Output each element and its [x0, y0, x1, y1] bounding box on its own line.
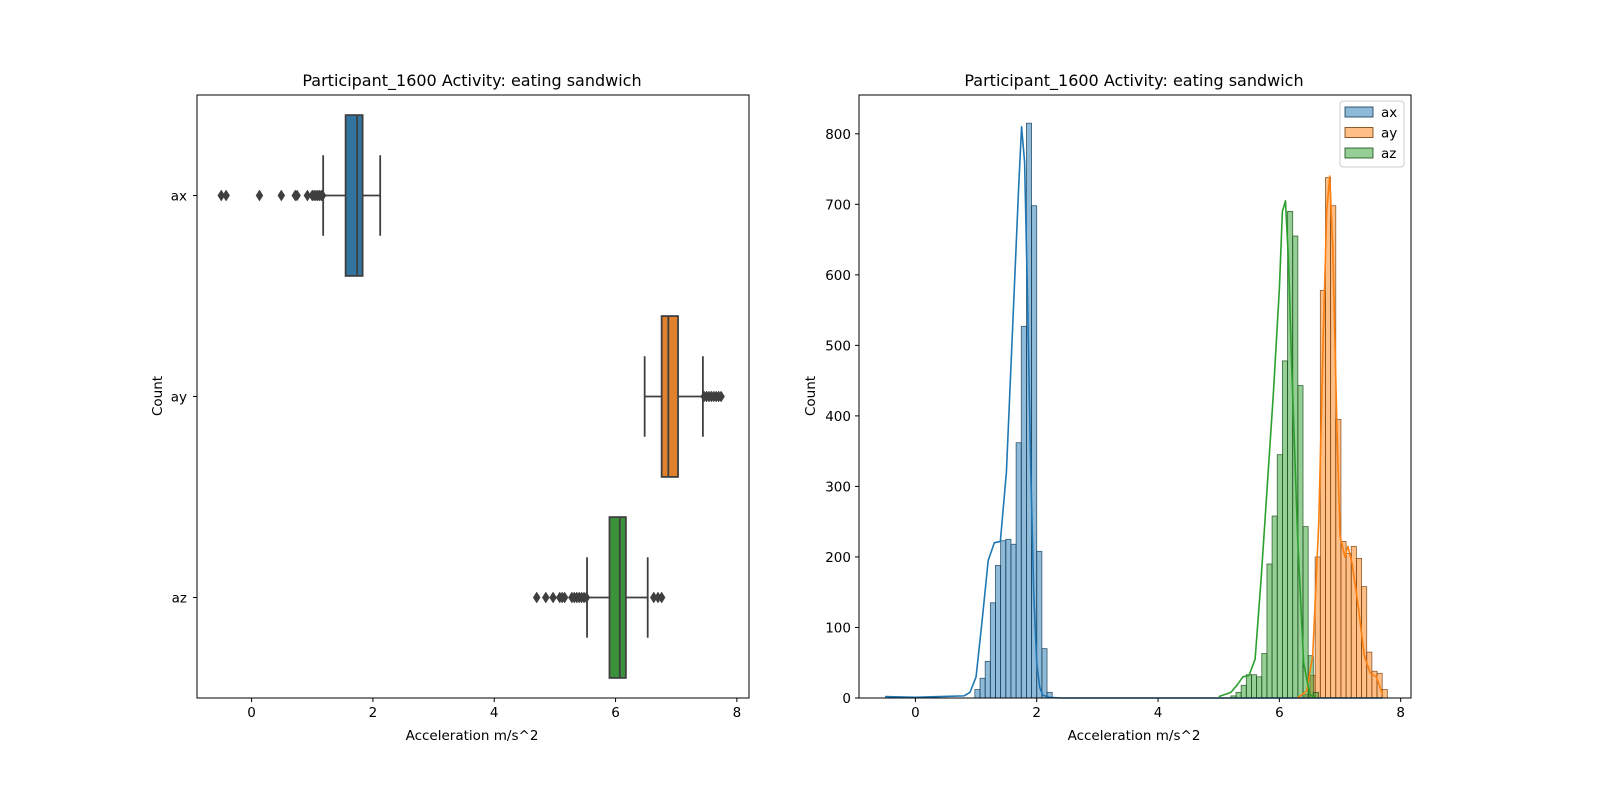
histogram-bar — [979, 677, 986, 699]
boxplot-y-ticks: ax ay az — [171, 189, 197, 607]
y-tick-label: ay — [171, 390, 187, 406]
x-tick-label: 0 — [911, 705, 920, 721]
y-tick-label: 0 — [842, 691, 851, 707]
histogram-bar — [1245, 674, 1252, 699]
box-iqr — [660, 315, 679, 478]
histogram-bar — [1261, 653, 1268, 699]
histogram-bar — [1015, 442, 1022, 699]
y-tick-label: 800 — [825, 127, 851, 143]
legend-swatch-ax — [1344, 106, 1374, 118]
histogram-bar — [995, 565, 1002, 699]
histogram-series-az — [1230, 210, 1319, 699]
histogram-bar — [1005, 538, 1012, 699]
histogram-x-ticks: 0 2 4 6 8 — [911, 698, 1405, 721]
x-tick-label: 8 — [1396, 705, 1405, 721]
x-tick-label: 4 — [490, 705, 499, 721]
y-tick-label: 600 — [825, 268, 851, 284]
histogram-bar — [1366, 651, 1373, 699]
x-tick-label: 6 — [1275, 705, 1284, 721]
y-tick-label: 500 — [825, 338, 851, 354]
histogram-y-ticks: 0 100 200 300 400 500 600 700 800 — [825, 127, 859, 707]
boxplot-plot-area — [217, 114, 725, 679]
y-tick-label: 400 — [825, 409, 851, 425]
legend-swatch-az — [1344, 147, 1374, 159]
histogram-bar — [1256, 676, 1263, 699]
box-ax — [217, 114, 382, 277]
y-tick-label: ax — [171, 189, 187, 205]
histogram-bar — [1000, 540, 1007, 699]
y-tick-label: 100 — [825, 620, 851, 636]
boxplot-x-axis-label: Acceleration m/s^2 — [406, 728, 539, 744]
histogram-bar — [1350, 545, 1357, 699]
histogram-frame — [858, 94, 1412, 699]
histogram-bar — [1010, 543, 1017, 699]
histogram-bar — [1251, 674, 1258, 699]
box-az — [532, 516, 666, 679]
boxplot-x-ticks: 0 2 4 6 8 — [247, 698, 741, 721]
y-tick-label: az — [172, 591, 187, 607]
histogram-bar — [1271, 515, 1278, 699]
y-tick-label: 300 — [825, 479, 851, 495]
outlier-point — [549, 591, 557, 604]
histogram-bar — [974, 689, 981, 699]
boxplot-panel: Participant_1600 Activity: eating sandwi… — [150, 71, 750, 744]
histogram-bar — [1340, 541, 1347, 699]
histogram-bar — [1031, 205, 1038, 699]
x-tick-label: 2 — [369, 705, 378, 721]
histogram-series-ax — [974, 122, 1053, 699]
histogram-bar — [1235, 691, 1242, 699]
outlier-point — [657, 591, 666, 604]
histogram-series-ay — [1304, 177, 1388, 699]
boxplot-y-axis-label: Count — [150, 376, 166, 416]
histogram-title: Participant_1600 Activity: eating sandwi… — [964, 71, 1303, 91]
histogram-bar — [984, 660, 991, 699]
x-tick-label: 4 — [1154, 705, 1163, 721]
histogram-bar — [1266, 563, 1273, 699]
box-iqr — [608, 516, 627, 679]
histogram-bar — [1276, 454, 1283, 699]
histogram-x-axis-label: Acceleration m/s^2 — [1068, 728, 1201, 744]
histogram-panel: Participant_1600 Activity: eating sandwi… — [803, 71, 1412, 744]
histogram-legend: ax ay az — [1339, 100, 1405, 168]
x-tick-label: 0 — [247, 705, 256, 721]
kde-line-az — [1218, 199, 1317, 699]
outlier-point — [582, 591, 591, 604]
outlier-point — [255, 189, 264, 202]
outlier-point — [222, 189, 230, 202]
histogram-bar — [1041, 648, 1048, 699]
histogram-y-axis-label: Count — [803, 376, 819, 416]
histogram-bar — [989, 602, 996, 699]
outlier-point — [293, 189, 301, 202]
box-iqr — [344, 114, 364, 277]
outlier-point — [560, 591, 569, 604]
histogram-bar — [1282, 360, 1288, 699]
boxplot-frame — [196, 94, 750, 699]
x-tick-label: 8 — [733, 705, 742, 721]
boxplot-title: Participant_1600 Activity: eating sandwi… — [302, 71, 641, 91]
outlier-point — [717, 390, 725, 403]
legend-swatch-ay — [1344, 127, 1374, 138]
histogram-bar — [1287, 210, 1294, 699]
kde-line-ay — [1297, 175, 1384, 699]
histogram-bar — [1345, 553, 1352, 699]
outlier-point — [277, 189, 286, 202]
histogram-bar — [1036, 550, 1043, 699]
x-tick-label: 2 — [1032, 705, 1041, 721]
legend-label-ay: ay — [1381, 126, 1397, 142]
histogram-bar — [1240, 684, 1247, 699]
x-tick-label: 6 — [611, 705, 620, 721]
outlier-point — [318, 189, 327, 202]
y-tick-label: 700 — [825, 197, 851, 213]
histogram-bar — [1020, 325, 1027, 699]
y-tick-label: 200 — [825, 550, 851, 566]
legend-label-az: az — [1381, 146, 1396, 162]
legend-label-ax: ax — [1381, 105, 1397, 121]
outlier-point — [532, 591, 541, 604]
box-ay — [643, 315, 725, 478]
outlier-point — [541, 591, 550, 604]
histogram-plot-area — [885, 122, 1388, 699]
